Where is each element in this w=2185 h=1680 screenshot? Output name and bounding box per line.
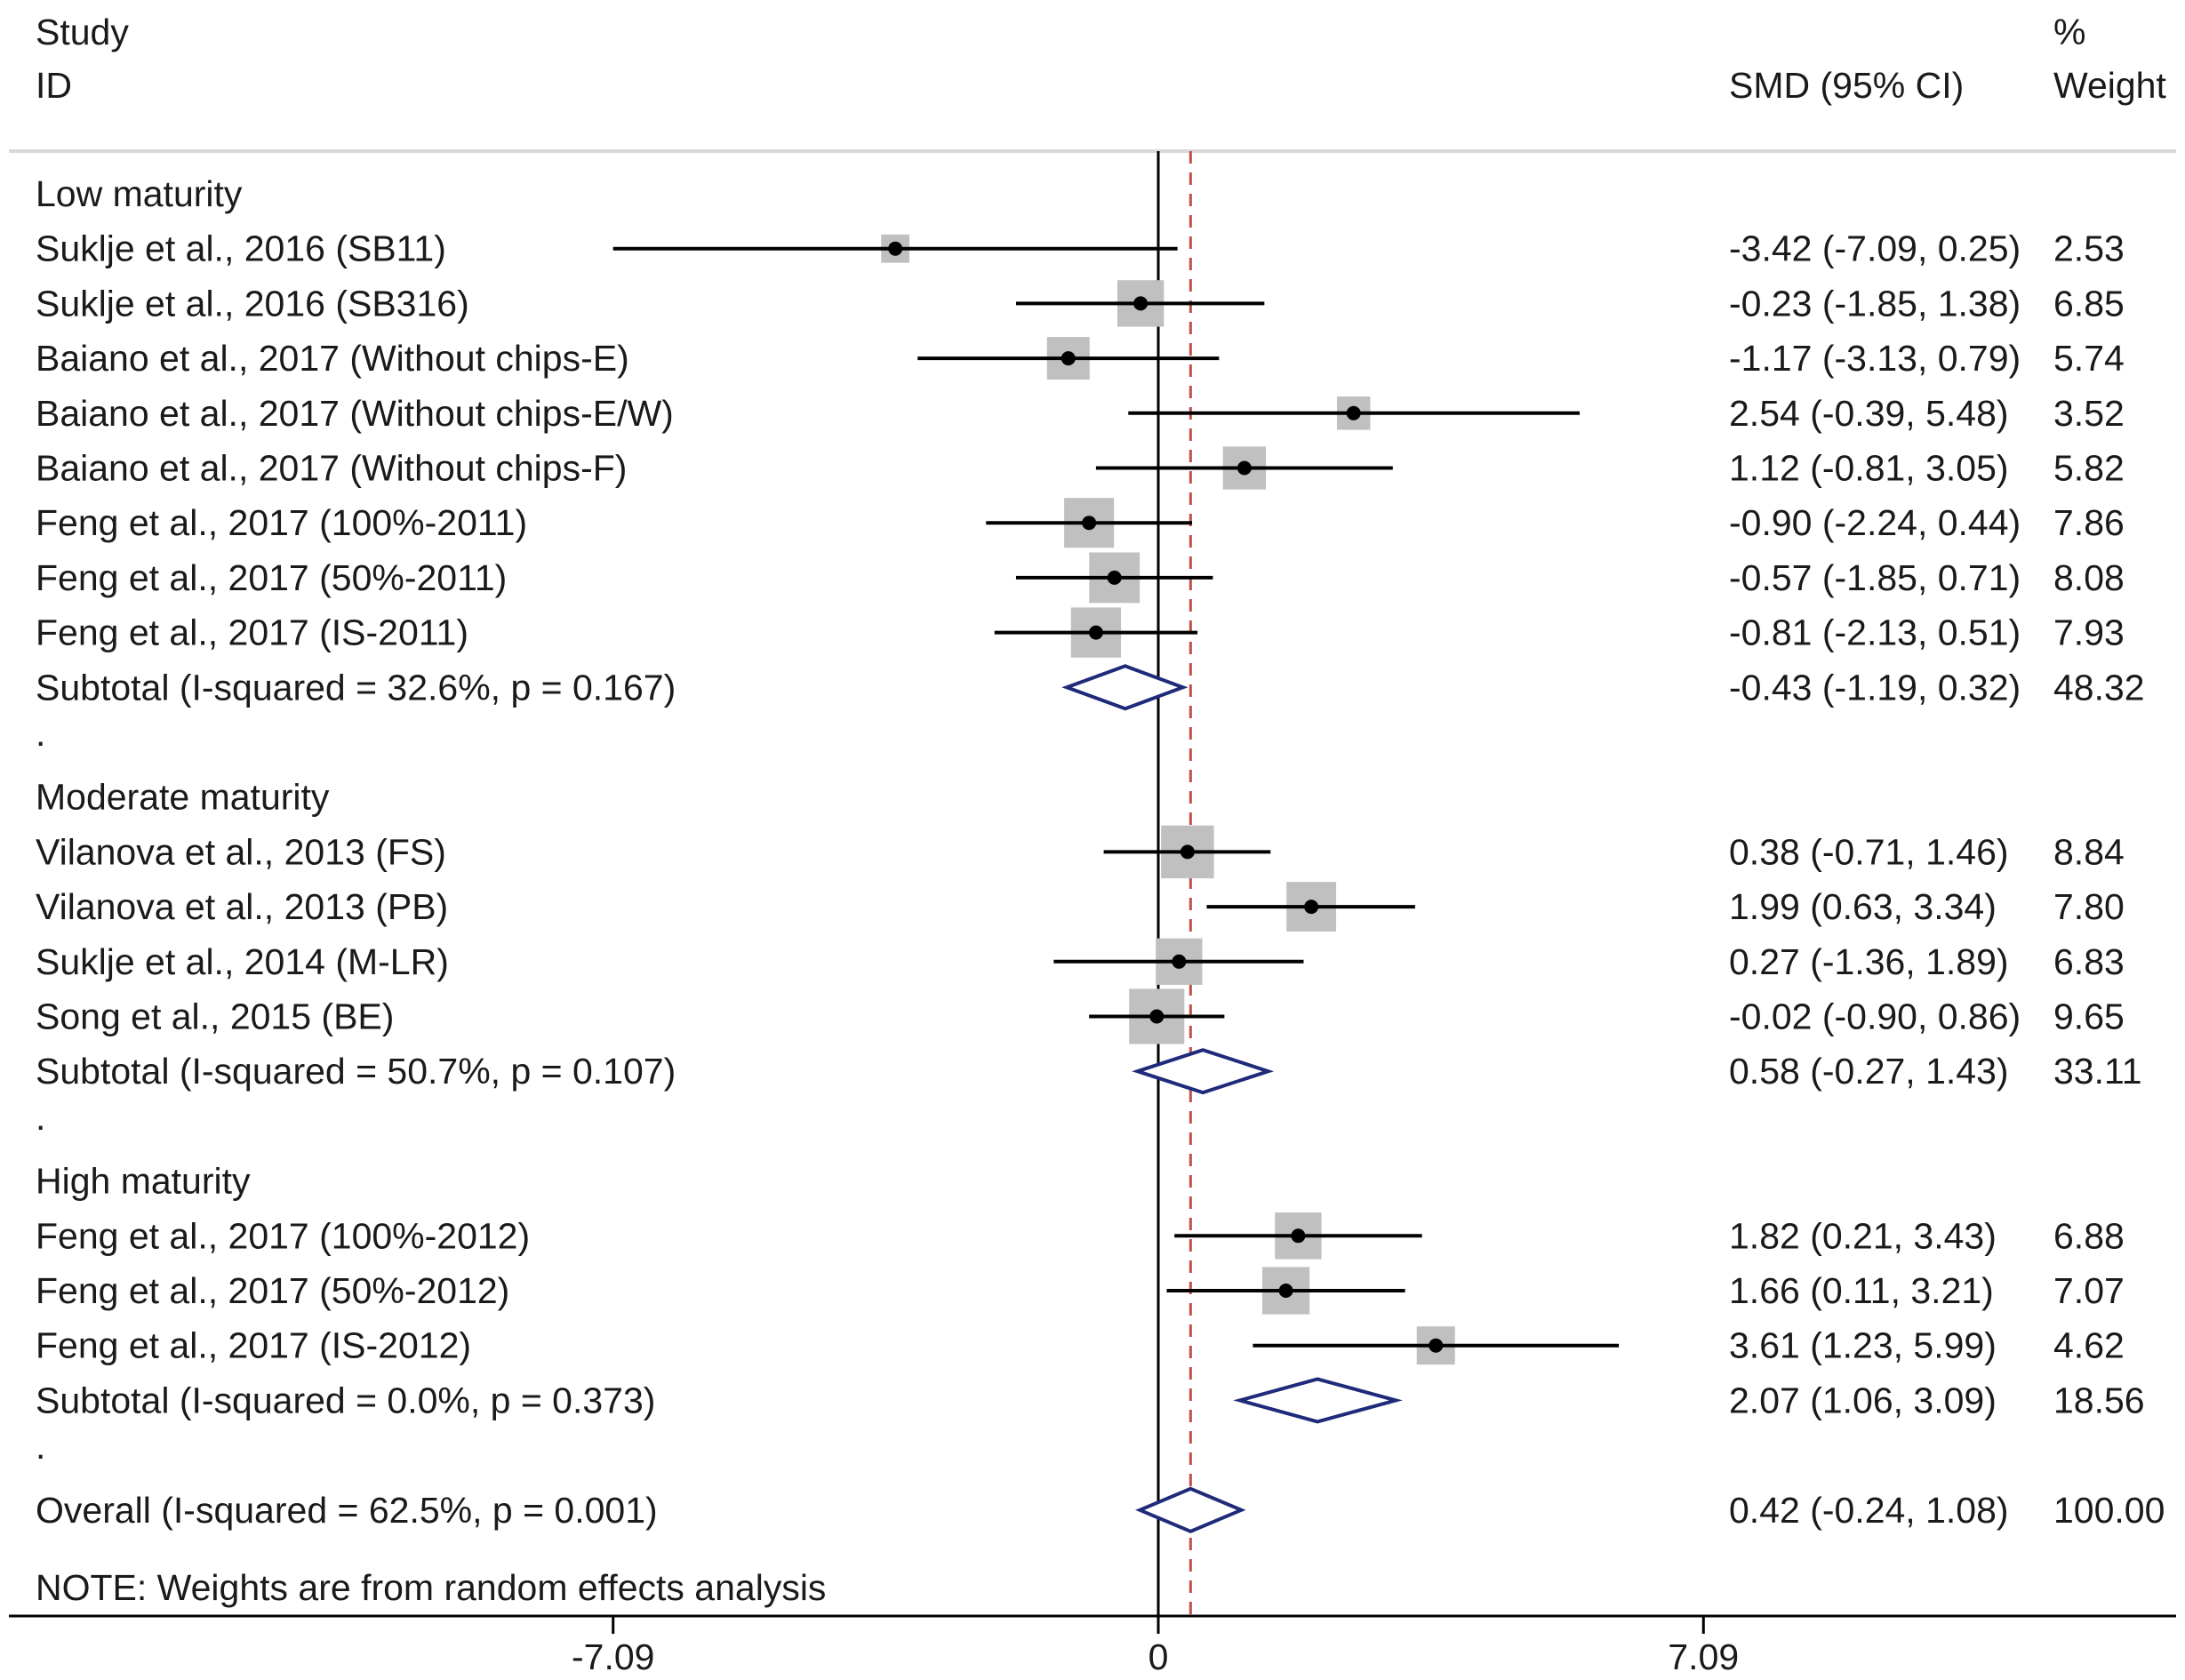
- header-id: ID: [36, 65, 72, 106]
- study-label: Suklje et al., 2016 (SB11): [36, 228, 446, 269]
- weight-value: 5.74: [2053, 338, 2125, 379]
- weight-value: 33.11: [2053, 1051, 2142, 1092]
- header-ci: SMD (95% CI): [1729, 65, 1964, 106]
- weight-value: 6.85: [2053, 283, 2125, 324]
- ci-value: 2.54 (-0.39, 5.48): [1729, 393, 2009, 434]
- note-text: NOTE: Weights are from random effects an…: [36, 1567, 826, 1608]
- study-label: Feng et al., 2017 (IS-2011): [36, 612, 468, 653]
- weight-value: 2.53: [2053, 228, 2125, 269]
- study-label: Baiano et al., 2017 (Without chips-E): [36, 338, 629, 379]
- subtotal-diamond: [1233, 1377, 1403, 1424]
- ci-value: -0.81 (-2.13, 0.51): [1729, 612, 2021, 653]
- x-tick-label: -7.09: [572, 1636, 654, 1677]
- ci-value: 1.99 (0.63, 3.34): [1729, 886, 1997, 927]
- study-label: Baiano et al., 2017 (Without chips-F): [36, 448, 627, 489]
- point-estimate: [1180, 844, 1195, 860]
- weight-value: 4.62: [2053, 1325, 2125, 1366]
- ci-value: 0.58 (-0.27, 1.43): [1729, 1051, 2009, 1092]
- study-label: Feng et al., 2017 (IS-2012): [36, 1325, 471, 1366]
- header-study: Study: [36, 12, 129, 52]
- study-label: Feng et al., 2017 (50%-2011): [36, 557, 507, 598]
- point-estimate: [1346, 405, 1361, 420]
- ci-value: -0.43 (-1.19, 0.32): [1729, 667, 2021, 708]
- weight-value: 48.32: [2053, 667, 2145, 708]
- weight-value: 7.86: [2053, 502, 2125, 543]
- study-label: Vilanova et al., 2013 (FS): [36, 831, 446, 872]
- study-label: Feng et al., 2017 (100%-2012): [36, 1215, 530, 1256]
- ci-value: -0.02 (-0.90, 0.86): [1729, 996, 2021, 1037]
- x-tick-label: 0: [1149, 1636, 1169, 1677]
- point-estimate: [1429, 1338, 1444, 1353]
- rows-layer: Low maturity Suklje et al., 2016 (SB11) -3…: [36, 151, 2165, 1616]
- group-label: Low maturity: [36, 173, 243, 214]
- weight-value: 9.65: [2053, 996, 2125, 1037]
- point-estimate: [1088, 625, 1103, 640]
- ci-value: -1.17 (-3.13, 0.79): [1729, 338, 2021, 379]
- group-label: High maturity: [36, 1161, 251, 1202]
- weight-value: 18.56: [2053, 1380, 2145, 1420]
- subtotal-diamond: [1061, 664, 1189, 711]
- overall-diamond: [1135, 1486, 1246, 1533]
- study-label: Feng et al., 2017 (100%-2011): [36, 502, 527, 543]
- overall-label: Overall (I-squared = 62.5%, p = 0.001): [36, 1490, 658, 1531]
- point-estimate: [888, 241, 903, 256]
- point-estimate: [1060, 351, 1076, 366]
- spacer-dot: .: [36, 713, 45, 754]
- point-estimate: [1237, 460, 1252, 476]
- ci-value: 1.82 (0.21, 3.43): [1729, 1215, 1997, 1256]
- subtotal-label: Subtotal (I-squared = 50.7%, p = 0.107): [36, 1051, 676, 1092]
- subtotal-diamond: [1132, 1048, 1275, 1095]
- ci-value: 0.27 (-1.36, 1.89): [1729, 941, 2009, 982]
- group-label: Moderate maturity: [36, 777, 330, 818]
- study-label: Song et al., 2015 (BE): [36, 996, 394, 1037]
- point-estimate: [1107, 570, 1122, 585]
- subtotal-label: Subtotal (I-squared = 0.0%, p = 0.373): [36, 1380, 655, 1420]
- ci-value: 0.42 (-0.24, 1.08): [1729, 1490, 2009, 1531]
- point-estimate: [1172, 954, 1187, 969]
- weight-value: 6.83: [2053, 941, 2125, 982]
- study-label: Suklje et al., 2016 (SB316): [36, 283, 469, 324]
- study-label: Vilanova et al., 2013 (PB): [36, 886, 448, 927]
- weight-value: 5.82: [2053, 448, 2125, 489]
- point-estimate: [1304, 900, 1319, 915]
- x-axis: -7.09 0 7.09: [572, 1616, 1739, 1677]
- weight-value: 7.93: [2053, 612, 2125, 653]
- point-estimate: [1291, 1228, 1306, 1244]
- study-label: Baiano et al., 2017 (Without chips-E/W): [36, 393, 674, 434]
- subtotal-label: Subtotal (I-squared = 32.6%, p = 0.167): [36, 667, 676, 708]
- ci-value: 1.66 (0.11, 3.21): [1729, 1270, 1994, 1311]
- weight-value: 6.88: [2053, 1215, 2125, 1256]
- ci-value: -3.42 (-7.09, 0.25): [1729, 228, 2021, 269]
- spacer-dot: .: [36, 1426, 45, 1467]
- point-estimate: [1082, 516, 1097, 531]
- ci-value: 1.12 (-0.81, 3.05): [1729, 448, 2009, 489]
- spacer-dot: .: [36, 1097, 45, 1138]
- header-weight: Weight: [2053, 65, 2166, 106]
- study-label: Suklje et al., 2014 (M-LR): [36, 941, 449, 982]
- weight-value: 8.08: [2053, 557, 2125, 598]
- ci-value: 0.38 (-0.71, 1.46): [1729, 831, 2009, 872]
- weight-value: 3.52: [2053, 393, 2125, 434]
- ci-value: 3.61 (1.23, 5.99): [1729, 1325, 1997, 1366]
- x-tick-label: 7.09: [1668, 1636, 1739, 1677]
- point-estimate: [1133, 296, 1149, 311]
- ci-value: -0.23 (-1.85, 1.38): [1729, 283, 2021, 324]
- weight-value: 7.80: [2053, 886, 2125, 927]
- point-estimate: [1278, 1284, 1293, 1298]
- weight-value: 100.00: [2053, 1490, 2165, 1531]
- study-label: Feng et al., 2017 (50%-2012): [36, 1270, 509, 1311]
- point-estimate: [1149, 1009, 1165, 1024]
- ci-value: -0.57 (-1.85, 0.71): [1729, 557, 2021, 598]
- header-weight-percent: %: [2053, 12, 2085, 52]
- weight-value: 8.84: [2053, 831, 2125, 872]
- weight-value: 7.07: [2053, 1270, 2125, 1311]
- ci-value: -0.90 (-2.24, 0.44): [1729, 502, 2021, 543]
- ci-value: 2.07 (1.06, 3.09): [1729, 1380, 1997, 1420]
